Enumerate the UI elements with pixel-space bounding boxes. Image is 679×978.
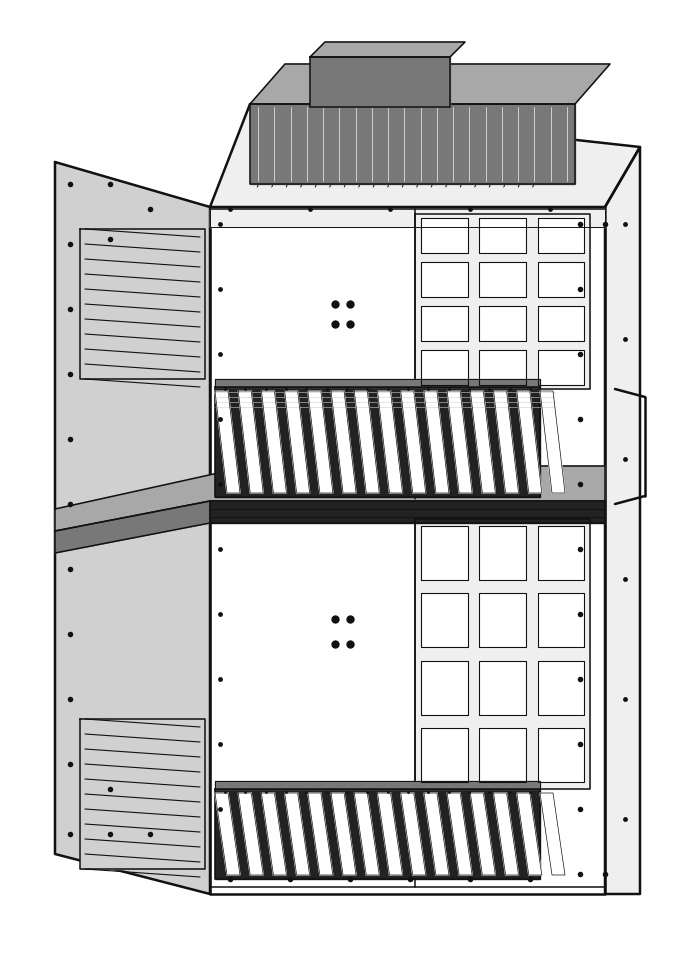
Polygon shape	[308, 793, 333, 875]
Polygon shape	[215, 391, 240, 494]
Polygon shape	[421, 526, 468, 580]
Polygon shape	[55, 502, 210, 554]
Polygon shape	[238, 793, 263, 875]
Polygon shape	[210, 207, 605, 894]
Polygon shape	[210, 502, 605, 523]
Polygon shape	[479, 263, 526, 298]
Polygon shape	[238, 391, 263, 494]
Polygon shape	[401, 391, 426, 494]
Polygon shape	[479, 661, 526, 715]
Polygon shape	[310, 43, 465, 58]
Polygon shape	[421, 594, 468, 647]
Polygon shape	[421, 729, 468, 782]
Polygon shape	[215, 387, 540, 498]
Polygon shape	[538, 306, 584, 341]
Polygon shape	[447, 391, 472, 494]
Polygon shape	[421, 350, 468, 385]
Polygon shape	[261, 391, 287, 494]
Polygon shape	[605, 148, 640, 894]
Polygon shape	[80, 719, 205, 869]
Polygon shape	[354, 793, 380, 875]
Polygon shape	[447, 793, 472, 875]
Polygon shape	[261, 793, 287, 875]
Polygon shape	[331, 391, 356, 494]
Polygon shape	[55, 467, 605, 531]
Polygon shape	[215, 789, 540, 879]
Polygon shape	[538, 350, 584, 385]
Polygon shape	[354, 391, 380, 494]
Polygon shape	[538, 661, 584, 715]
Polygon shape	[538, 219, 584, 254]
Polygon shape	[479, 594, 526, 647]
Polygon shape	[494, 793, 519, 875]
Polygon shape	[310, 58, 450, 108]
Polygon shape	[538, 263, 584, 298]
Polygon shape	[479, 526, 526, 580]
Polygon shape	[421, 306, 468, 341]
Polygon shape	[479, 219, 526, 254]
Polygon shape	[55, 162, 210, 894]
Polygon shape	[415, 519, 590, 789]
Polygon shape	[424, 793, 449, 875]
Polygon shape	[215, 793, 240, 875]
Polygon shape	[471, 391, 496, 494]
Polygon shape	[471, 793, 496, 875]
Polygon shape	[421, 661, 468, 715]
Polygon shape	[415, 215, 590, 389]
Polygon shape	[479, 729, 526, 782]
Polygon shape	[540, 391, 565, 494]
Polygon shape	[538, 526, 584, 580]
Polygon shape	[494, 391, 519, 494]
Polygon shape	[80, 230, 205, 379]
Polygon shape	[215, 781, 540, 789]
Polygon shape	[378, 391, 403, 494]
Polygon shape	[285, 793, 310, 875]
Polygon shape	[479, 350, 526, 385]
Polygon shape	[421, 263, 468, 298]
Polygon shape	[210, 105, 640, 207]
Polygon shape	[538, 594, 584, 647]
Polygon shape	[540, 793, 565, 875]
Polygon shape	[308, 391, 333, 494]
Polygon shape	[210, 207, 605, 228]
Polygon shape	[517, 793, 542, 875]
Polygon shape	[401, 793, 426, 875]
Polygon shape	[285, 391, 310, 494]
Polygon shape	[250, 65, 610, 105]
Polygon shape	[378, 793, 403, 875]
Polygon shape	[421, 219, 468, 254]
Polygon shape	[424, 391, 449, 494]
Polygon shape	[517, 391, 542, 494]
Polygon shape	[538, 729, 584, 782]
Polygon shape	[479, 306, 526, 341]
Polygon shape	[215, 379, 540, 387]
Polygon shape	[250, 105, 575, 185]
Polygon shape	[331, 793, 356, 875]
